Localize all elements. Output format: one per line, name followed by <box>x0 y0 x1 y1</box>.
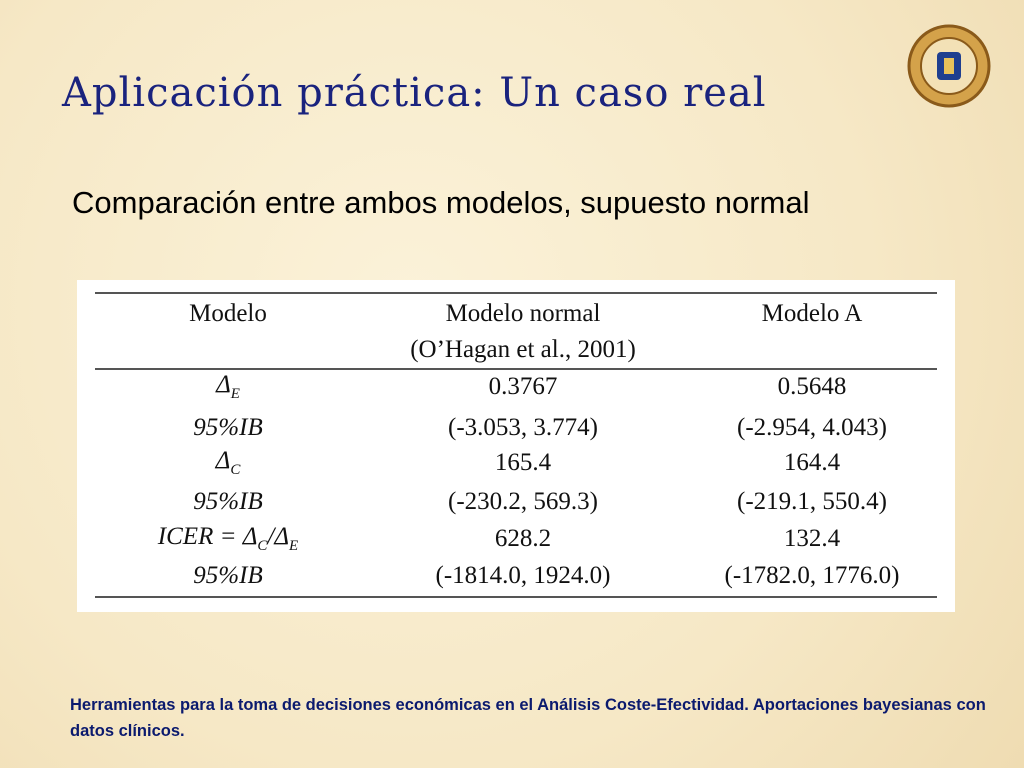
label-part: Δ <box>216 371 231 398</box>
cell: 165.4 <box>494 449 552 476</box>
cell: 0.3767 <box>488 373 558 400</box>
slide-title: Aplicación práctica: Un caso real <box>62 70 767 116</box>
table: Modelo Modelo normal (O’Hagan et al., 2001… <box>77 280 955 612</box>
row-label: 95%IB <box>193 488 262 516</box>
rule <box>95 596 937 598</box>
cell: 628.2 <box>494 525 552 552</box>
label-part: ICER = Δ <box>157 523 258 550</box>
label-part: /Δ <box>267 523 290 550</box>
cell: (-230.2, 569.3) <box>448 488 598 515</box>
column-header: Modelo normal <box>445 300 601 327</box>
label-part: Δ <box>215 447 231 474</box>
label-part: 95%IB <box>193 488 263 515</box>
column-header: (O’Hagan et al., 2001) <box>410 336 636 363</box>
cell: (-1814.0, 1924.0) <box>435 562 611 589</box>
row-label: ΔC <box>216 447 241 479</box>
subscript: E <box>230 386 240 402</box>
column-header: Modelo A <box>761 300 863 327</box>
label-part: 95%IB <box>193 414 263 441</box>
label-part: 95%IB <box>193 562 263 589</box>
row-label: 95%IB <box>193 562 262 590</box>
footer: Herramientas para la toma de decisiones … <box>70 696 986 740</box>
row-label: 95%IB <box>193 414 262 442</box>
rule <box>95 292 937 294</box>
cell: (-3.053, 3.774) <box>448 414 598 441</box>
cell: (-1782.0, 1776.0) <box>724 562 900 589</box>
row-label: ΔE <box>216 371 240 403</box>
subscript: C <box>230 462 241 478</box>
logo <box>907 24 991 108</box>
column-header: Modelo <box>189 300 267 327</box>
subtitle: Comparación entre ambos modelos, supuest… <box>72 185 810 220</box>
row-label: ICER = ΔC/ΔE <box>158 523 298 555</box>
cell: (-219.1, 550.4) <box>737 488 887 515</box>
subscript: E <box>289 538 299 554</box>
cell: 164.4 <box>783 449 841 476</box>
rule <box>95 368 937 370</box>
cell: (-2.954, 4.043) <box>737 414 887 441</box>
cell: 132.4 <box>783 525 841 552</box>
subscript: C <box>257 538 268 554</box>
cell: 0.5648 <box>777 373 847 400</box>
